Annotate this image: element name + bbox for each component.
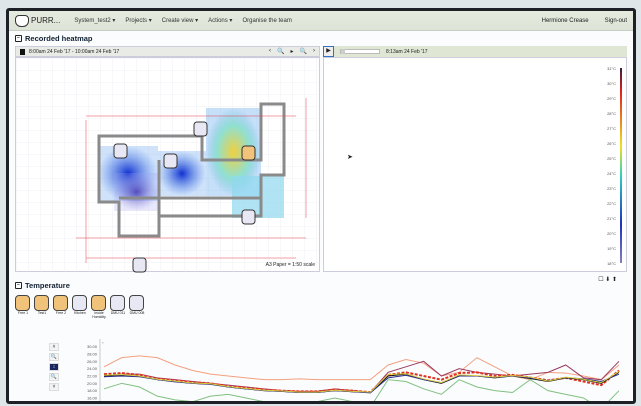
sensor-label: DMU 011 (110, 311, 126, 315)
scroll-up-button[interactable]: ˄ (49, 343, 59, 351)
zoom-in-button[interactable]: 🔍 (299, 49, 307, 55)
y-tick-label: 18.00 (87, 388, 98, 393)
y-axis-label: ° (102, 341, 104, 346)
sensor-label: Inside Humidity (92, 311, 106, 319)
nav-projects[interactable]: Projects ▾ (125, 18, 152, 24)
user-name[interactable]: Hermione Crease (541, 17, 589, 24)
scale-label: 31°C (607, 66, 616, 71)
play-range-button[interactable]: ▸ (290, 49, 294, 55)
y-tick-label: 16.00 (87, 396, 98, 401)
scale-label: 27°C (607, 126, 616, 131)
sensor-toggle[interactable]: Free 2 (53, 295, 69, 319)
series-line (103, 371, 620, 393)
zoom-out-button[interactable]: 🔍 (277, 49, 285, 55)
y-tick-label: 14.00 (87, 403, 98, 404)
y-tick-label: 22.00 (87, 374, 98, 379)
sensor-toggle[interactable]: Free 1 (15, 295, 31, 319)
sensor-toggle[interactable]: DMU 011 (110, 295, 126, 319)
scale-label: 23°C (607, 186, 616, 191)
zoom-in-button[interactable]: 🔍 (49, 353, 59, 361)
play-button[interactable]: ▶ (323, 46, 334, 57)
brand-logo[interactable]: PURR... (15, 14, 61, 27)
y-tick-label: 28.00 (87, 352, 98, 357)
signout-link[interactable]: Sign-out (604, 17, 627, 24)
app-screen: PURR... System_test2 ▾ Projects ▾ Create… (6, 8, 636, 404)
series-swatch (20, 48, 25, 55)
sensor-label: DMU 008 (129, 311, 145, 315)
series-line (103, 360, 620, 394)
cat-logo-icon (15, 14, 29, 27)
scale-label: 26°C (607, 141, 616, 146)
scale-label: 19°C (607, 246, 616, 251)
cat-sensor-icon (129, 295, 144, 311)
cat-sensor-icon (91, 295, 106, 311)
temperature-chart[interactable]: ° 30.00 28.00 26.00 24.00 22.00 20.00 18.00 16.0… (69, 339, 629, 404)
nav-organise-team[interactable]: Organise the team (242, 17, 292, 24)
pan-button[interactable]: ↕ (49, 363, 59, 371)
scale-label: 24°C (607, 171, 616, 176)
sensor-label: Free 1 (17, 311, 29, 315)
panel-icons[interactable]: ☐ ⬇ ⬆ (598, 277, 617, 283)
sensor-toggle[interactable]: Inside Humidity (91, 295, 107, 319)
temperature-title: Temperature (25, 281, 70, 290)
scale-text: A3 Paper = 1:50 scale (265, 262, 315, 268)
sensor-label: Free 2 (55, 311, 67, 315)
navbar: PURR... System_test2 ▾ Projects ▾ Create… (9, 11, 633, 31)
next-button[interactable]: › (313, 48, 315, 54)
mouse-cursor-icon: ➤ (347, 154, 353, 161)
cat-sensor-icon (53, 295, 68, 311)
sensor-label: Test1 (37, 311, 47, 315)
brand-name: PURR... (31, 16, 61, 25)
sensor-toggle[interactable]: DMU 008 (129, 295, 145, 319)
zoom-out-button[interactable]: 🔍 (49, 373, 59, 381)
temperature-heading: − Temperature (15, 278, 627, 293)
scale-label: 30°C (607, 81, 616, 86)
sensor-markers (113, 121, 256, 273)
sensor-toggle[interactable]: Kitchen (72, 295, 88, 319)
floorplan-pane: A3 Paper = 1:50 scale (15, 57, 321, 273)
y-tick-label: 26.00 (87, 359, 98, 364)
heatmap-view-pane: ➤ 31°C 30°C 29°C 28°C 27°C 26°C 25°C 24°C 23°C 22… (323, 57, 627, 272)
prev-button[interactable]: ‹ (269, 48, 272, 54)
y-tick-label: 30.00 (87, 344, 98, 349)
nav-actions[interactable]: Actions ▾ (208, 18, 233, 24)
series-line (103, 379, 620, 401)
cat-sensor-icon (34, 295, 49, 311)
scale-label: 28°C (607, 111, 616, 116)
cat-sensor-icon (110, 295, 125, 311)
scale-label: 21°C (607, 216, 616, 221)
nav-system[interactable]: System_test2 ▾ (74, 18, 116, 24)
scroll-down-button[interactable]: ˅ (49, 383, 59, 391)
scale-label: 29°C (607, 96, 616, 101)
time-range: 8:00am 24 Feb '17 - 10:00am 24 Feb '17 (29, 48, 120, 55)
heatmap-title: Recorded heatmap (25, 34, 93, 43)
scale-label: 25°C (607, 156, 616, 161)
color-scale-bar (620, 68, 622, 263)
time-slider[interactable] (340, 49, 380, 54)
collapse-icon[interactable]: − (15, 35, 22, 42)
nav-create-view[interactable]: Create view ▾ (161, 18, 199, 24)
scale-label: 20°C (607, 231, 616, 236)
heatmap-heading: − Recorded heatmap (9, 31, 633, 46)
sensor-label: Kitchen (74, 311, 86, 315)
cat-sensor-icon (72, 295, 87, 311)
collapse-icon[interactable]: − (15, 282, 22, 289)
y-tick-label: 20.00 (87, 381, 98, 386)
series-line (103, 355, 620, 381)
chart-controls: ˄ 🔍 ↕ 🔍 ˅ (49, 343, 59, 391)
sensor-legend: Free 1 Test1 Free 2 Kitchen Inside Humidity D… (15, 295, 627, 319)
floorplan-heatmap[interactable] (16, 58, 321, 273)
scale-label: 22°C (607, 201, 616, 206)
current-time: 8:13am 24 Feb '17 (386, 48, 428, 55)
sensor-toggle[interactable]: Test1 (34, 295, 50, 319)
series-line (103, 373, 620, 394)
cat-sensor-icon (15, 295, 30, 311)
y-tick-label: 24.00 (87, 366, 98, 371)
heatmap-toolbar: 8:00am 24 Feb '17 - 10:00am 24 Feb '17 ‹… (15, 46, 627, 57)
scale-label: 18°C (607, 261, 616, 266)
